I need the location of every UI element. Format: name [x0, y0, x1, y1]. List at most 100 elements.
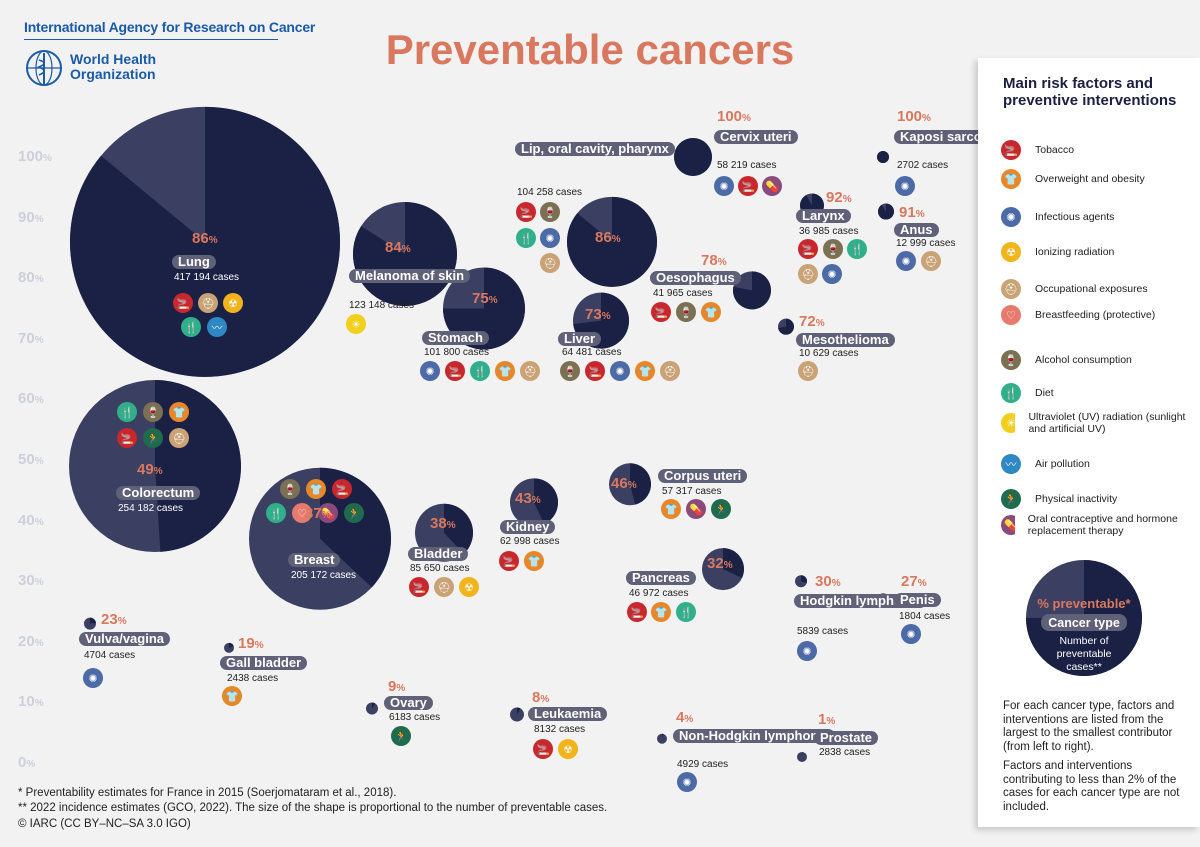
svg-text:🚬: 🚬 [120, 432, 133, 445]
pct-label-lip-oral-cavity-pharynx: 86% [595, 229, 621, 246]
shirt-icon: 👕 [635, 361, 655, 381]
svg-text:💊: 💊 [1004, 518, 1015, 532]
key-cases-line1: Number of [1059, 635, 1108, 647]
hardhat-icon: ⛑ [660, 361, 680, 381]
cigarette-icon: 🚬 [1001, 140, 1021, 160]
who-name-line1: World Health [70, 51, 157, 67]
legend-item-inactivity: 🏃 Physical inactivity [1000, 488, 1195, 510]
svg-text:🍷: 🍷 [283, 483, 296, 496]
bubble-preventable-wedge [155, 380, 241, 552]
hardhat-icon: ⛑ [798, 361, 818, 381]
pct-label-colorectum: 49% [137, 461, 163, 478]
svg-text:✺: ✺ [907, 629, 916, 641]
svg-text:〰: 〰 [1006, 458, 1017, 471]
cancer-name-cervix-uteri: Cervix uteri [714, 130, 798, 144]
sun-icon: ☀ [1001, 413, 1016, 433]
y-tick-90: 90% [18, 208, 44, 226]
cases-liver: 64 481 cases [562, 347, 622, 358]
key-pill [1041, 614, 1127, 631]
fork-knife-icon: 🍴 [470, 361, 490, 381]
cigarette-icon: 🚬 [585, 361, 605, 381]
hardhat-icon: ⛑ [169, 428, 189, 448]
svg-text:🚬: 🚬 [588, 365, 601, 378]
baby-bottle-icon: ♡ [292, 503, 312, 523]
svg-text:✺: ✺ [616, 366, 625, 378]
svg-text:🚬: 🚬 [335, 483, 348, 496]
svg-text:♡: ♡ [1006, 309, 1016, 322]
bubble-oesophagus: 🚬 🍷 👕 [651, 271, 772, 322]
radiation-icon: ☢ [223, 293, 243, 313]
svg-text:🍴: 🍴 [269, 507, 282, 520]
svg-text:☢: ☢ [228, 298, 237, 310]
cigarette-icon: 🚬 [173, 293, 193, 313]
bubble-preventable-wedge [372, 702, 376, 709]
cigarette-icon: 🚬 [499, 551, 519, 571]
y-tick-40: 40% [18, 511, 44, 529]
legend-item-ionizing: ☢ Ionizing radiation [1000, 241, 1195, 263]
y-tick-10: 10% [18, 693, 44, 711]
legend-label-breastfeeding: Breastfeeding (protective) [1035, 309, 1156, 321]
legend-label-hormone: Oral contraceptive and hormone replaceme… [1027, 513, 1178, 537]
svg-text:🏃: 🏃 [146, 432, 159, 445]
pct-label-leukaemia: 8% [532, 689, 550, 706]
pct-label-stomach: 75% [472, 290, 498, 307]
pct-label-penis: 27% [901, 573, 927, 590]
who-logo-icon [26, 50, 62, 86]
bubble-preventable-wedge [567, 196, 658, 287]
svg-text:🍴: 🍴 [1004, 387, 1018, 400]
cases-cervix-uteri: 58 219 cases [717, 160, 777, 171]
hardhat-icon: ⛑ [520, 361, 540, 381]
legend-label-air: Air pollution [1035, 458, 1090, 470]
key-cases-line2: preventable [1057, 648, 1112, 660]
legend-note-order: For each cancer type, factors and interv… [1003, 700, 1175, 753]
legend-label-inactivity: Physical inactivity [1035, 493, 1118, 505]
shirt-icon: 👕 [169, 402, 189, 422]
svg-text:⛑: ⛑ [801, 365, 814, 378]
footnote-incidence: ** 2022 incidence estimates (GCO, 2022).… [18, 802, 608, 814]
svg-text:🍴: 🍴 [120, 406, 133, 419]
svg-text:🚬: 🚬 [536, 743, 549, 756]
who-name: World Health Organization [70, 52, 156, 82]
legend-item-alcohol: 🍷 Alcohol consumption [1000, 349, 1195, 371]
cancer-name-ovary: Ovary [384, 696, 433, 710]
cases-kaposi-sarcoma: 2702 cases [897, 160, 949, 171]
running-person-icon: 🏃 [391, 726, 411, 746]
fork-knife-icon: 🍴 [117, 402, 137, 422]
cigarette-icon: 🚬 [533, 739, 553, 759]
cases-leukaemia: 8132 cases [534, 724, 586, 735]
cases-larynx: 36 985 cases [799, 226, 859, 237]
cancer-name-lip-oral-cavity-pharynx: Lip, oral cavity, pharynx [515, 142, 675, 156]
cases-anus: 12 999 cases [896, 238, 956, 249]
legend-item-infectious: ✺ Infectious agents [1000, 206, 1195, 228]
svg-text:👕: 👕 [225, 691, 238, 703]
fork-knife-icon: 🍴 [516, 228, 536, 248]
svg-text:⛑: ⛑ [201, 297, 214, 310]
svg-text:☢: ☢ [464, 582, 473, 594]
cancer-name-pancreas: Pancreas [626, 571, 696, 585]
cancer-name-mesothelioma: Mesothelioma [796, 333, 895, 347]
svg-text:⛑: ⛑ [801, 268, 814, 281]
wine-glass-icon: 🍷 [143, 402, 163, 422]
pct-label-gall-bladder: 19% [238, 635, 264, 652]
cancer-name-stomach: Stomach [422, 331, 489, 345]
cases-lung: 417 194 cases [174, 272, 240, 283]
cigarette-icon: 🚬 [627, 602, 647, 622]
y-tick-70: 70% [18, 329, 44, 347]
cases-colorectum: 254 182 cases [118, 503, 184, 514]
virus-icon: ✺ [610, 361, 630, 381]
virus-icon: ✺ [677, 772, 697, 792]
bubble-corpus-uteri: 👕 💊 🏃 [609, 463, 731, 519]
shirt-icon: 👕 [524, 551, 544, 571]
bubble-ovary: 🏃 [366, 702, 411, 746]
svg-text:♡: ♡ [297, 508, 306, 520]
svg-text:🍷: 🍷 [543, 206, 556, 219]
cancer-name-gall-bladder: Gall bladder [220, 656, 308, 670]
bubble-cervix-uteri: ✺ 🚬 💊 [674, 138, 782, 196]
cases-stomach: 101 800 cases [424, 347, 490, 358]
legend-label-ionizing: Ionizing radiation [1035, 246, 1115, 258]
pct-label-hodgkin-lymphoma: 30% [815, 573, 841, 590]
bubble-anus: ✺ ⛑ [878, 203, 941, 271]
baby-bottle-icon: ♡ [1001, 305, 1021, 325]
svg-text:⛑: ⛑ [1004, 283, 1018, 296]
